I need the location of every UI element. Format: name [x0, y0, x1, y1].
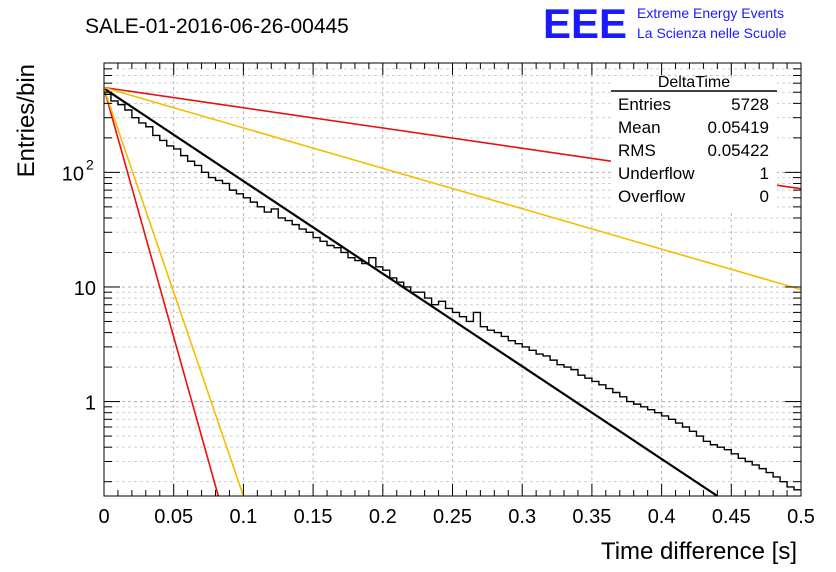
y-tick-label: 10 — [74, 278, 96, 300]
stats-row-value: 1 — [760, 164, 769, 183]
stats-rows: Entries 5728 Mean 0.05419 RMS 0.05422 Underflo… — [618, 95, 769, 206]
histogram-layer — [104, 93, 801, 491]
x-tick-label: 0.4 — [648, 506, 676, 528]
logo-line2: La Scienza nelle Scuole — [637, 25, 787, 41]
x-tick-label: 0.1 — [229, 506, 257, 528]
x-tick-label: 0.2 — [369, 506, 397, 528]
stats-row-value: 5728 — [731, 95, 769, 114]
logo-line1: Extreme Energy Events — [637, 5, 784, 21]
x-tick-label: 0.3 — [508, 506, 536, 528]
y-tick-label: 10 — [62, 163, 84, 185]
axis-ticks: 0 0.05 0.1 0.15 0.2 0.25 0.3 0.35 0.4 0.45 0.51101… — [62, 62, 815, 528]
x-tick-label: 0.5 — [787, 506, 815, 528]
stats-box-background — [611, 78, 777, 212]
eee-logo: EEE Extreme Energy Events La Scienza nel… — [543, 0, 787, 47]
series-line-4 — [103, 88, 220, 497]
stats-box: DeltaTime Entries 5728 Mean 0.05419 RMS 0.054… — [611, 74, 777, 212]
chart-title: SALE-01-2016-06-26-00445 — [85, 15, 349, 38]
series-line-3 — [103, 86, 802, 291]
x-tick-label: 0.25 — [433, 506, 472, 528]
x-tick-label: 0.05 — [154, 506, 193, 528]
logo-letters: EEE — [543, 0, 627, 47]
x-tick-label: 0.45 — [712, 506, 751, 528]
y-tick-label-exponent: 2 — [86, 156, 94, 172]
x-tick-label: 0.15 — [294, 506, 333, 528]
histogram — [104, 93, 801, 491]
stats-row-label: Underflow — [618, 164, 695, 183]
stats-name: DeltaTime — [658, 74, 730, 91]
x-tick-label: 0.35 — [572, 506, 611, 528]
stats-row-value: 0 — [760, 187, 769, 206]
stats-row-value: 0.05422 — [708, 141, 769, 160]
stats-row-label: RMS — [618, 141, 656, 160]
series-line-5 — [103, 88, 245, 497]
y-axis-label: Entries/bin — [13, 64, 40, 177]
x-axis-label: Time difference [s] — [601, 538, 797, 565]
stats-row-label: Entries — [618, 95, 671, 114]
stats-row-label: Overflow — [618, 187, 686, 206]
stats-row-label: Mean — [618, 118, 661, 137]
y-tick-label: 1 — [85, 393, 96, 415]
x-tick-label: 0 — [98, 506, 109, 528]
stats-row-value: 0.05419 — [708, 118, 769, 137]
